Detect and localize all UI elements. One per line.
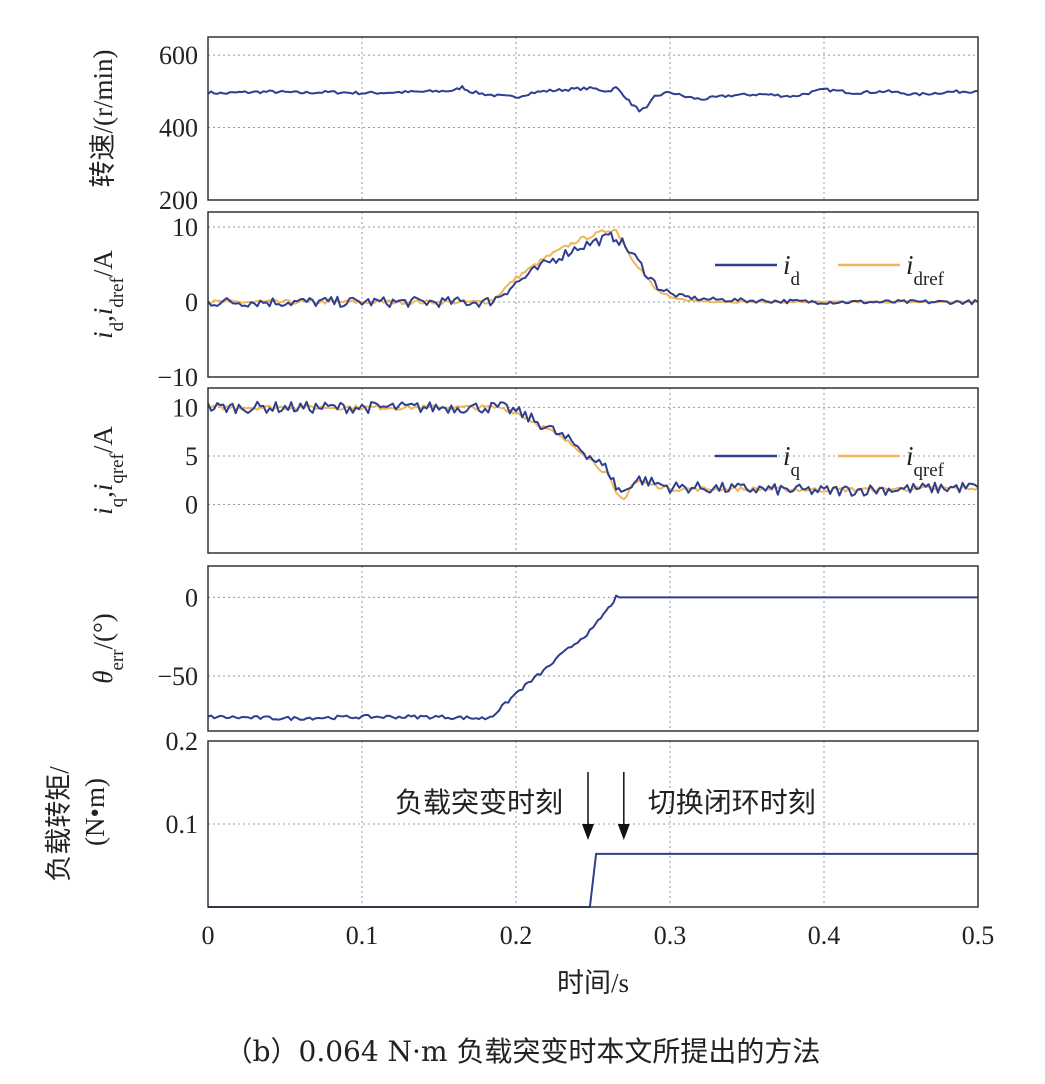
y-tick-label: 400 xyxy=(159,114,198,143)
plot-frame xyxy=(207,740,979,908)
x-tick-label: 0.1 xyxy=(346,921,379,950)
annotation-arrowhead xyxy=(617,824,630,840)
annotation-arrowhead xyxy=(582,824,594,840)
y-axis-label: id,idref/A xyxy=(88,250,128,339)
panel-1: 200 400 600 转速/(r/min) xyxy=(88,36,979,215)
plot-frame xyxy=(207,36,979,201)
annotation-label: 负载突变时刻 xyxy=(395,787,563,819)
legend-entry: idref xyxy=(906,250,945,290)
annotation-label: 切换闭环时刻 xyxy=(648,787,816,819)
plot-frame xyxy=(207,387,979,554)
y-axis-label: 转速/(r/min) xyxy=(88,50,118,188)
y-tick-label: 10 xyxy=(172,213,198,242)
x-tick-label: 0.2 xyxy=(500,921,533,950)
legend-entry: id xyxy=(783,250,801,290)
y-tick-label: 0 xyxy=(185,583,198,612)
x-tick-label: 0 xyxy=(202,921,215,950)
plot-frame xyxy=(207,211,979,378)
x-tick-label: 0.4 xyxy=(808,921,841,950)
figure: 200 400 600 转速/(r/min) −10 0 10 id,idref/A id idr… xyxy=(44,36,994,998)
series-line xyxy=(207,404,979,501)
y-tick-label: 0.1 xyxy=(166,810,199,839)
y-axis-label: 负载转矩/ xyxy=(44,766,74,882)
y-tick-label: 600 xyxy=(159,41,198,70)
figure-caption: （b）0.064 N·m 负载突变时本文所提出的方法 xyxy=(224,1035,821,1068)
y-axis-label: θerr/(°) xyxy=(88,613,128,684)
series-line xyxy=(207,594,978,722)
y-tick-label: 5 xyxy=(185,442,198,471)
y-axis-label-unit: (N•m) xyxy=(80,778,110,846)
panel-5: 0.1 0.2 负载转矩/(N•m) 负载突变时刻 切换闭环时刻 0 0.1 0.2 0.3 0.… xyxy=(44,727,994,950)
legend-entry: iqref xyxy=(906,441,945,481)
y-tick-label: 0 xyxy=(185,490,198,519)
y-tick-label: 200 xyxy=(159,186,198,215)
panel-3: 0 5 10 iq,iqref/A iq iqref xyxy=(88,387,979,554)
x-tick-label: 0.3 xyxy=(654,921,687,950)
panel-2: −10 0 10 id,idref/A id idref xyxy=(88,211,979,392)
x-axis-label: 时间/s xyxy=(557,968,629,998)
plot-frame xyxy=(207,565,979,732)
legend-entry: iq xyxy=(783,441,801,481)
series-line xyxy=(208,852,978,908)
series-line xyxy=(207,85,979,113)
y-tick-label: 0 xyxy=(185,288,198,317)
series-line xyxy=(207,400,979,497)
y-tick-label: 10 xyxy=(172,393,198,422)
x-tick-label: 0.5 xyxy=(962,921,995,950)
y-tick-label: 0.2 xyxy=(166,727,199,756)
series-line xyxy=(207,231,979,308)
panel-4: −50 0 θerr/(°) xyxy=(88,565,979,732)
y-tick-label: −10 xyxy=(157,363,198,392)
y-tick-label: −50 xyxy=(157,662,198,691)
y-axis-label: iq,iqref/A xyxy=(88,426,128,515)
